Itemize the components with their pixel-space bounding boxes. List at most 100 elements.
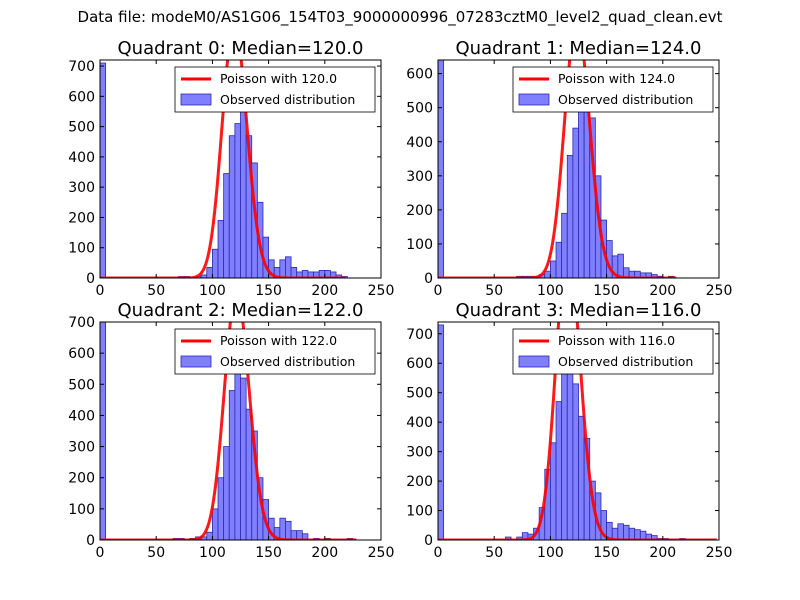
legend-label-poisson: Poisson with 122.0 <box>220 333 337 348</box>
histogram-bars <box>438 324 686 540</box>
histogram-bar <box>572 383 579 540</box>
x-tick-label: 0 <box>434 545 443 561</box>
histogram-bar <box>211 508 219 540</box>
y-tick-label: 400 <box>68 150 95 166</box>
histogram-bar <box>228 135 236 278</box>
histogram-bars <box>100 322 354 540</box>
histogram-bar <box>578 103 585 278</box>
x-tick-label: 100 <box>537 545 564 561</box>
legend-bar-swatch <box>518 355 550 368</box>
y-tick-label: 100 <box>68 502 95 518</box>
y-tick-label: 100 <box>68 241 95 257</box>
quadrant-1-panel: 0 50 100 150 200 250 0 100 200 300 400 500 600 Quadra… <box>406 38 733 299</box>
histogram-bar <box>544 270 551 278</box>
legend: Poisson with 120.0 Observed distribution <box>174 66 376 113</box>
poisson-fit-line <box>100 60 346 278</box>
histogram-bar <box>228 390 236 540</box>
histogram-bar <box>100 62 107 278</box>
y-tick-label: 200 <box>68 471 95 487</box>
x-tick-label: 50 <box>147 545 165 561</box>
y-tick-label: 0 <box>424 533 433 549</box>
x-tick-label: 250 <box>368 283 395 299</box>
y-tick-label: 500 <box>406 101 433 117</box>
histogram-bar <box>555 401 563 540</box>
histogram-bars <box>438 60 675 278</box>
panel-title: Quadrant 0: Median=120.0 <box>118 38 364 59</box>
x-tick-label: 100 <box>537 283 564 299</box>
y-tick-label: 0 <box>86 271 95 287</box>
y-tick-label: 200 <box>406 203 433 219</box>
x-tick-label: 200 <box>311 283 338 299</box>
y-tick-label: 600 <box>68 89 95 105</box>
panel-title: Quadrant 3: Median=116.0 <box>456 300 702 321</box>
histogram-bar <box>617 523 624 540</box>
histogram-bar <box>438 324 445 540</box>
axes-frame <box>99 321 382 541</box>
y-tick-label: 400 <box>406 415 433 431</box>
y-tick-label: 100 <box>406 237 433 253</box>
x-tick-label: 0 <box>96 545 105 561</box>
y-tick-label: 300 <box>68 180 95 196</box>
x-tick-label: 50 <box>485 283 503 299</box>
legend-label-poisson: Poisson with 120.0 <box>220 71 337 86</box>
y-tick-label: 300 <box>406 169 433 185</box>
x-tick-label: 250 <box>706 545 733 561</box>
y-tick-label: 200 <box>406 474 433 490</box>
histogram-bar <box>100 322 107 540</box>
histogram-bar <box>572 127 579 278</box>
histogram-bar <box>617 253 624 278</box>
histogram-bar <box>211 248 219 278</box>
histogram-bar <box>279 517 286 540</box>
y-tick-label: 0 <box>86 533 95 549</box>
x-tick-label: 0 <box>96 283 105 299</box>
x-tick-label: 200 <box>649 283 676 299</box>
histogram-bar <box>217 477 225 540</box>
y-tick-label: 300 <box>68 440 95 456</box>
y-tick-label: 500 <box>68 377 95 393</box>
legend-label-observed: Observed distribution <box>220 354 355 369</box>
histogram-bar <box>561 212 568 278</box>
x-tick-label: 150 <box>255 545 282 561</box>
y-tick-label: 0 <box>424 271 433 287</box>
y-tick-label: 100 <box>406 504 433 520</box>
legend-label-observed: Observed distribution <box>558 354 693 369</box>
y-tick-label: 600 <box>406 67 433 83</box>
x-tick-label: 200 <box>649 545 676 561</box>
histogram-bar <box>285 520 292 540</box>
panel-title: Quadrant 2: Median=122.0 <box>118 300 364 321</box>
histogram-bar <box>240 108 247 278</box>
histogram-bar <box>223 173 230 278</box>
histogram-bar <box>550 442 557 540</box>
histogram-bar <box>245 408 253 540</box>
legend: Poisson with 124.0 Observed distribution <box>512 66 714 113</box>
x-tick-label: 100 <box>199 283 226 299</box>
y-tick-label: 400 <box>68 408 95 424</box>
histogram-bar <box>561 371 568 540</box>
x-tick-label: 150 <box>593 545 620 561</box>
histogram-bar <box>628 527 636 540</box>
y-tick-label: 500 <box>68 120 95 136</box>
poisson-fit-line <box>438 322 718 540</box>
histogram-bar <box>285 256 292 278</box>
x-tick-label: 250 <box>706 283 733 299</box>
x-tick-label: 150 <box>255 283 282 299</box>
x-tick-label: 50 <box>147 283 165 299</box>
histogram-bar <box>634 529 641 540</box>
histogram-bar <box>217 220 225 278</box>
x-tick-label: 100 <box>199 545 226 561</box>
y-tick-label: 300 <box>406 445 433 461</box>
histogram-bar <box>578 415 585 540</box>
histogram-bar <box>566 154 574 278</box>
y-tick-label: 700 <box>406 327 433 343</box>
panel-title: Quadrant 1: Median=124.0 <box>456 38 702 59</box>
histogram-bar <box>290 267 298 278</box>
histogram-bar <box>206 267 213 278</box>
histogram-bar <box>206 531 213 540</box>
figure-suptitle: Data file: modeM0/AS1G06_154T03_90000009… <box>77 8 723 26</box>
y-tick-label: 700 <box>68 315 95 331</box>
x-tick-label: 150 <box>593 283 620 299</box>
legend: Poisson with 116.0 Observed distribution <box>512 328 714 375</box>
legend-label-poisson: Poisson with 116.0 <box>558 333 675 348</box>
quadrant-3-panel: 0 50 100 150 200 250 0 100 200 300 400 500 600 700 Qua… <box>406 300 733 561</box>
y-tick-label: 700 <box>68 59 95 75</box>
